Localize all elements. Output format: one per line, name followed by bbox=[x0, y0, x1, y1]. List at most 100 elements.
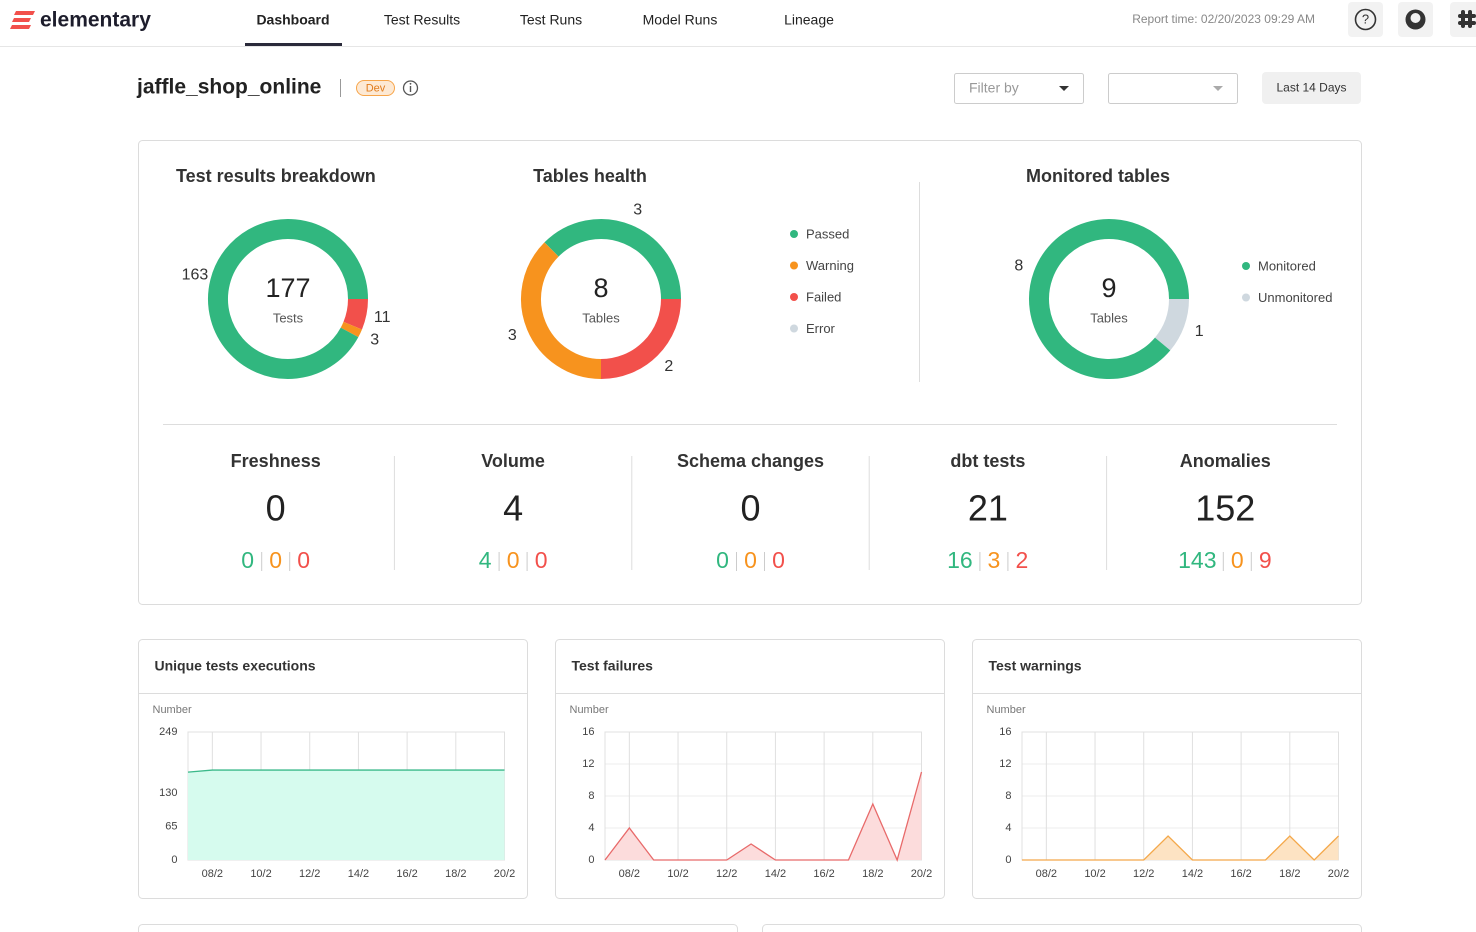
logo bbox=[10, 11, 35, 29]
y-tick-label: 0 bbox=[1005, 854, 1011, 866]
stat-total: 21 bbox=[968, 488, 1008, 529]
legend-label: Passed bbox=[806, 226, 849, 241]
legend-label: Warning bbox=[806, 258, 854, 273]
x-tick-label: 12/2 bbox=[1133, 868, 1154, 880]
page-title: jaffle_shop_online bbox=[136, 76, 321, 99]
range-button[interactable] bbox=[1262, 72, 1361, 104]
stat-breakdown: 0 bbox=[297, 547, 310, 573]
stat-breakdown: 0 bbox=[772, 547, 785, 573]
stat-breakdown: 0 bbox=[716, 547, 729, 573]
x-tick-label: 08/2 bbox=[202, 868, 223, 880]
donut-segment bbox=[1029, 219, 1189, 379]
nav-tab[interactable]: Test Results bbox=[384, 12, 460, 28]
value-select[interactable] bbox=[1108, 73, 1238, 104]
donut-unit: Tests bbox=[273, 310, 304, 325]
y-axis-label: Number bbox=[987, 704, 1026, 716]
x-tick-label: 18/2 bbox=[862, 868, 883, 880]
y-tick-label: 4 bbox=[588, 822, 594, 834]
help-button[interactable]: ? bbox=[1348, 2, 1383, 37]
segment-label: 8 bbox=[1014, 257, 1023, 274]
x-tick-label: 20/2 bbox=[911, 868, 932, 880]
legend-dot bbox=[790, 230, 798, 238]
legend-dot bbox=[790, 324, 798, 333]
summary-card bbox=[138, 140, 1362, 605]
y-tick-label: 130 bbox=[159, 787, 177, 799]
chart-card bbox=[555, 639, 945, 899]
x-tick-label: 10/2 bbox=[667, 868, 688, 880]
area-fill bbox=[188, 770, 505, 860]
x-tick-label: 16/2 bbox=[396, 868, 417, 880]
donut-total: 8 bbox=[593, 273, 608, 303]
segment-label: 3 bbox=[508, 327, 517, 344]
chart-title: Test failures bbox=[572, 658, 654, 674]
chart-title: Unique tests executions bbox=[155, 658, 316, 674]
donut-total: 177 bbox=[265, 273, 310, 303]
stat-breakdown: 0 bbox=[269, 547, 282, 573]
segment-label: 2 bbox=[664, 358, 673, 375]
stat-breakdown: 0 bbox=[507, 547, 520, 573]
stat-total: 0 bbox=[740, 488, 760, 529]
x-tick-label: 18/2 bbox=[1279, 868, 1300, 880]
stat-breakdown: 4 bbox=[479, 547, 492, 573]
area-line bbox=[1022, 835, 1339, 861]
stat-title: Schema changes bbox=[677, 451, 824, 471]
env-badge bbox=[356, 80, 395, 96]
segment-label: 1 bbox=[1195, 323, 1204, 340]
stat-title: Volume bbox=[481, 451, 545, 471]
donut-title: Tables health bbox=[533, 166, 647, 186]
donut-title: Monitored tables bbox=[1026, 166, 1170, 186]
stat-title: Freshness bbox=[231, 451, 321, 471]
segment-label: 3 bbox=[370, 331, 379, 348]
filter-select[interactable] bbox=[954, 73, 1084, 104]
stat-breakdown: 143 bbox=[1178, 547, 1216, 573]
filter-placeholder[interactable]: Filter by bbox=[969, 80, 1019, 96]
chart-card bbox=[972, 639, 1362, 899]
segment-label: 11 bbox=[374, 309, 391, 326]
x-tick-label: 14/2 bbox=[348, 868, 369, 880]
range-label[interactable]: Last 14 Days bbox=[1276, 81, 1346, 95]
stat-title: dbt tests bbox=[950, 451, 1025, 471]
stat-total: 152 bbox=[1195, 488, 1255, 529]
x-tick-label: 20/2 bbox=[1328, 868, 1349, 880]
legend-dot bbox=[790, 261, 798, 270]
active-tab-indicator bbox=[245, 43, 342, 46]
y-tick-label: 8 bbox=[1005, 790, 1011, 802]
legend-label: Monitored bbox=[1258, 258, 1316, 273]
area-line bbox=[604, 771, 923, 862]
area-fill bbox=[605, 772, 922, 860]
y-axis-label: Number bbox=[153, 704, 192, 716]
x-tick-label: 18/2 bbox=[445, 868, 466, 880]
chart-title: Test warnings bbox=[989, 658, 1082, 674]
slack-button[interactable] bbox=[1450, 2, 1476, 37]
area-line bbox=[187, 769, 505, 773]
stat-breakdown: 0 bbox=[744, 547, 757, 573]
nav-tab[interactable]: Test Runs bbox=[520, 12, 582, 28]
y-tick-label: 4 bbox=[1005, 822, 1011, 834]
legend-dot bbox=[1242, 293, 1250, 302]
donut-segment bbox=[544, 219, 681, 300]
stat-breakdown: 0 bbox=[241, 547, 254, 573]
x-tick-label: 08/2 bbox=[1036, 868, 1057, 880]
lower-card bbox=[138, 924, 738, 932]
github-button[interactable] bbox=[1398, 2, 1433, 37]
legend-label: Failed bbox=[806, 289, 841, 304]
y-tick-label: 249 bbox=[159, 726, 177, 738]
env-badge-label: Dev bbox=[366, 82, 386, 94]
donut-title: Test results breakdown bbox=[176, 166, 376, 186]
x-tick-label: 12/2 bbox=[716, 868, 737, 880]
info-icon[interactable] bbox=[402, 80, 419, 96]
nav-tab[interactable]: Dashboard bbox=[256, 12, 329, 28]
nav-tab[interactable]: Model Runs bbox=[643, 12, 718, 28]
legend-dot bbox=[790, 293, 798, 301]
y-tick-label: 16 bbox=[582, 726, 594, 738]
x-tick-label: 16/2 bbox=[813, 868, 834, 880]
x-tick-label: 12/2 bbox=[299, 868, 320, 880]
brand: elementary bbox=[40, 9, 151, 32]
stat-breakdown: 0 bbox=[535, 547, 548, 573]
donut-segment bbox=[208, 219, 368, 379]
legend-label: Unmonitored bbox=[1258, 290, 1332, 305]
donut-segment bbox=[600, 298, 681, 379]
legend-dot bbox=[1242, 262, 1250, 270]
y-tick-label: 65 bbox=[165, 820, 177, 832]
nav-tab[interactable]: Lineage bbox=[784, 12, 834, 28]
